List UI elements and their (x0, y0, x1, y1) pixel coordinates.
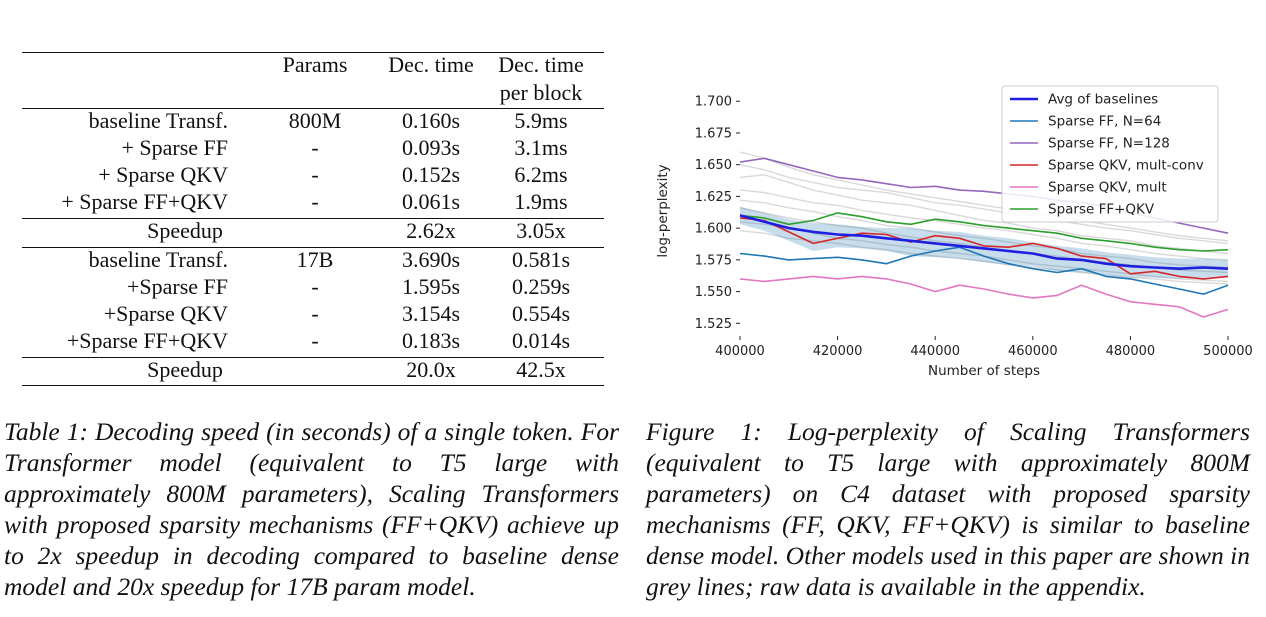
x-tick-label: 480000 (1106, 344, 1156, 359)
table-row: + Sparse FF - 0.093s 3.1ms (22, 135, 604, 161)
row-dec-block: 0.259s (511, 274, 571, 299)
x-tick-label: 400000 (715, 344, 765, 359)
header-dec-time: Dec. time (388, 52, 474, 77)
figure-caption: Figure 1: Log-perplexity of Scaling Tran… (646, 417, 1250, 601)
y-tick-label: 1.550 (695, 285, 732, 300)
x-tick-label: 440000 (910, 344, 960, 359)
legend-label: Sparse FF, N=64 (1048, 114, 1161, 130)
speedup-dec-time: 2.62x (406, 218, 456, 243)
table-row: baseline Transf. 800M 0.160s 5.9ms (22, 108, 604, 134)
group-rule (22, 218, 604, 219)
row-label: baseline Transf. (88, 108, 228, 133)
table-header-row-2: per block (22, 80, 604, 106)
x-axis-label: Number of steps (928, 363, 1040, 379)
row-dec-time: 0.152s (401, 162, 461, 187)
legend-box (1001, 85, 1219, 223)
grey-series-line (739, 189, 1229, 261)
speedup-label: Speedup (147, 218, 223, 243)
legend-label: Sparse QKV, mult (1048, 180, 1167, 196)
row-dec-block: 1.9ms (514, 189, 568, 214)
header-rule (22, 108, 604, 109)
y-tick-label: 1.675 (695, 126, 732, 141)
row-dec-time: 3.154s (401, 301, 461, 326)
row-params: - (311, 301, 319, 326)
row-label: + Sparse QKV (98, 162, 228, 187)
row-label: +Sparse QKV (103, 301, 228, 326)
row-dec-block: 6.2ms (514, 162, 568, 187)
x-tick-label: 420000 (813, 344, 863, 359)
row-params: - (311, 135, 319, 160)
grey-series-line (739, 199, 1229, 269)
speedup-dec-block: 3.05x (516, 218, 566, 243)
grey-series-line (739, 151, 1229, 242)
y-tick-label: 1.650 (695, 158, 732, 173)
group-rule (22, 357, 604, 358)
row-dec-time: 3.690s (401, 247, 461, 272)
row-dec-block: 0.554s (511, 301, 571, 326)
speedup-row: Speedup 20.0x 42.5x (22, 357, 604, 383)
row-dec-block: 0.014s (511, 328, 571, 353)
legend-label: Sparse FF+QKV (1048, 202, 1155, 218)
row-params: - (311, 189, 319, 214)
header-params: Params (282, 52, 348, 77)
legend-label: Sparse FF, N=128 (1048, 136, 1170, 152)
table-caption: Table 1: Decoding speed (in seconds) of … (4, 417, 619, 601)
table-row: + Sparse FF+QKV - 0.061s 1.9ms (22, 189, 604, 215)
series-line (739, 246, 1229, 295)
series-line (739, 214, 1229, 270)
table-row: +Sparse FF - 1.595s 0.259s (22, 274, 604, 300)
speedup-label: Speedup (147, 357, 223, 382)
row-label: baseline Transf. (88, 247, 228, 272)
x-tick-label: 500000 (1203, 344, 1253, 359)
speedup-dec-time: 20.0x (406, 357, 456, 382)
header-dec-block-2: per block (499, 80, 583, 105)
grey-series-line (739, 164, 1229, 245)
table-row: +Sparse FF+QKV - 0.183s 0.014s (22, 328, 604, 354)
header-dec-block-1: Dec. time (498, 52, 584, 77)
row-dec-time: 0.160s (401, 108, 461, 133)
row-dec-time: 1.595s (401, 274, 461, 299)
table-bottom-rule (22, 385, 604, 386)
table-row: + Sparse QKV - 0.152s 6.2ms (22, 162, 604, 188)
legend-label: Avg of baselines (1048, 92, 1158, 108)
x-tick-label: 460000 (1008, 344, 1058, 359)
row-params: - (311, 328, 319, 353)
row-label: +Sparse FF (126, 274, 228, 299)
row-params: 800M (288, 108, 342, 133)
row-dec-block: 5.9ms (514, 108, 568, 133)
y-tick-label: 1.575 (695, 253, 732, 268)
legend-label: Sparse QKV, mult-conv (1048, 158, 1204, 174)
row-label: +Sparse FF+QKV (66, 328, 228, 353)
series-line (739, 217, 1229, 280)
y-axis-label: log-perplexity (655, 164, 671, 257)
y-tick-label: 1.700 (695, 95, 732, 110)
series-line (739, 275, 1229, 318)
y-tick-label: 1.600 (695, 222, 732, 237)
row-dec-time: 0.061s (401, 189, 461, 214)
table-row: +Sparse QKV - 3.154s 0.554s (22, 301, 604, 327)
speedup-dec-block: 42.5x (516, 357, 566, 382)
speedup-row: Speedup 2.62x 3.05x (22, 218, 604, 244)
table-row: baseline Transf. 17B 3.690s 0.581s (22, 247, 604, 273)
row-params: 17B (296, 247, 334, 272)
row-params: - (311, 162, 319, 187)
row-label: + Sparse FF+QKV (61, 189, 228, 214)
row-dec-block: 3.1ms (514, 135, 568, 160)
row-label: + Sparse FF (121, 135, 228, 160)
row-params: - (311, 274, 319, 299)
table-top-rule (22, 52, 604, 53)
baseline-band (740, 206, 1228, 279)
grey-series-line (739, 174, 1229, 255)
log-perplexity-chart: 1.525 1.550 1.575 1.600 1.625 1.650 1.675 1.700… (655, 85, 1253, 379)
y-tick-label: 1.525 (695, 317, 732, 332)
row-dec-time: 0.093s (401, 135, 461, 160)
row-dec-block: 0.581s (511, 247, 571, 272)
y-tick-label: 1.625 (695, 190, 732, 205)
row-dec-time: 0.183s (401, 328, 461, 353)
group-rule (22, 247, 604, 248)
series-line (739, 212, 1229, 252)
table-header-row: Params Dec. time Dec. time (22, 52, 604, 78)
